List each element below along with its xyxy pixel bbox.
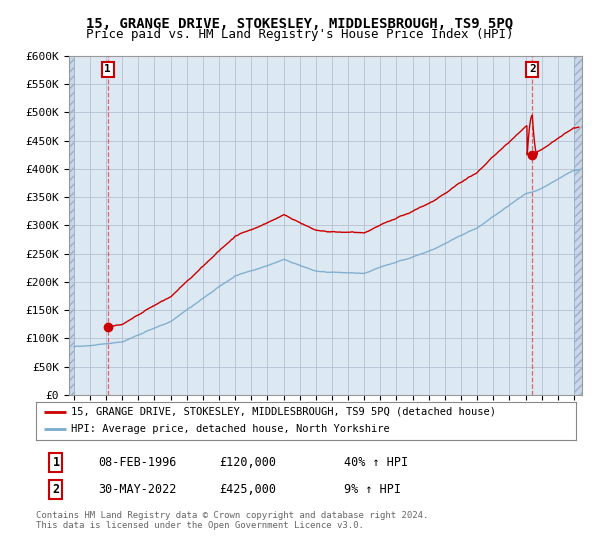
Text: 15, GRANGE DRIVE, STOKESLEY, MIDDLESBROUGH, TS9 5PQ (detached house): 15, GRANGE DRIVE, STOKESLEY, MIDDLESBROU… xyxy=(71,407,496,417)
Text: 30-MAY-2022: 30-MAY-2022 xyxy=(98,483,176,496)
Text: 2: 2 xyxy=(52,483,59,496)
Bar xyxy=(69,56,74,395)
Text: 2: 2 xyxy=(529,64,536,74)
Text: £120,000: £120,000 xyxy=(220,456,277,469)
Bar xyxy=(574,56,582,395)
Text: 1: 1 xyxy=(104,64,111,74)
Bar xyxy=(574,56,582,395)
Text: Contains HM Land Registry data © Crown copyright and database right 2024.
This d: Contains HM Land Registry data © Crown c… xyxy=(36,511,428,530)
Text: 1: 1 xyxy=(52,456,59,469)
Text: 08-FEB-1996: 08-FEB-1996 xyxy=(98,456,176,469)
Text: Price paid vs. HM Land Registry's House Price Index (HPI): Price paid vs. HM Land Registry's House … xyxy=(86,28,514,41)
Text: 15, GRANGE DRIVE, STOKESLEY, MIDDLESBROUGH, TS9 5PQ: 15, GRANGE DRIVE, STOKESLEY, MIDDLESBROU… xyxy=(86,17,514,31)
Text: 9% ↑ HPI: 9% ↑ HPI xyxy=(344,483,401,496)
Bar xyxy=(69,56,74,395)
Text: £425,000: £425,000 xyxy=(220,483,277,496)
Text: 40% ↑ HPI: 40% ↑ HPI xyxy=(344,456,408,469)
Text: HPI: Average price, detached house, North Yorkshire: HPI: Average price, detached house, Nort… xyxy=(71,424,390,435)
